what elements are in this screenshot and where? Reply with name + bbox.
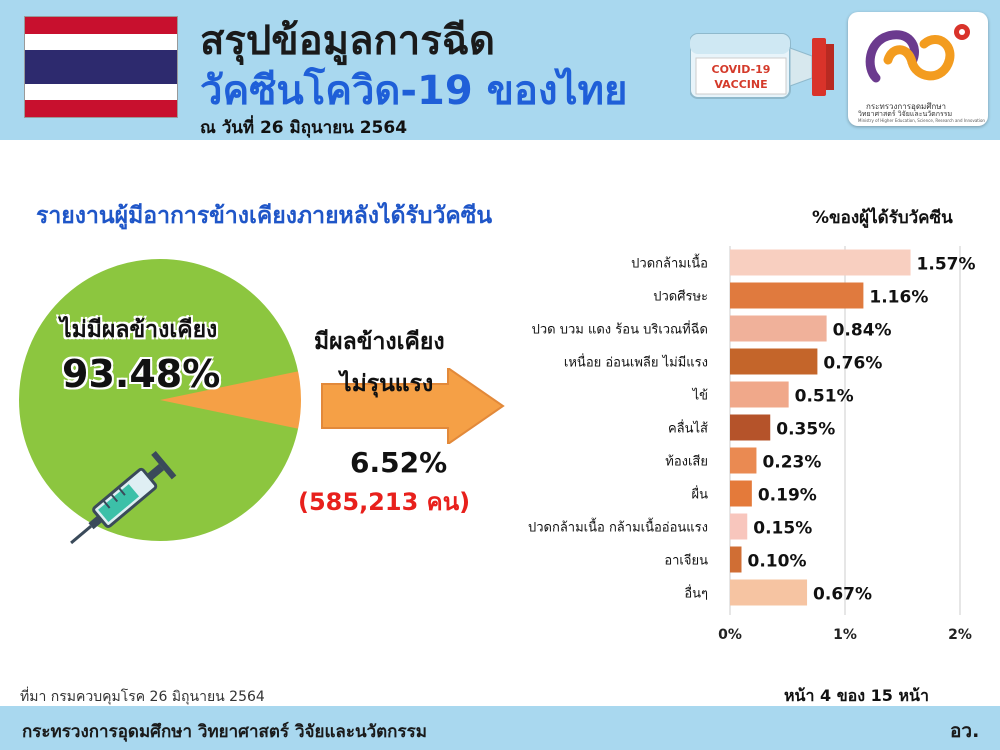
- value-label: 0.67%: [813, 585, 872, 605]
- x-tick-label: 1%: [833, 627, 857, 643]
- mhesi-logo-icon: [865, 24, 970, 83]
- bar: [730, 513, 748, 540]
- category-label: อื่นๆ: [684, 585, 708, 602]
- bar: [730, 282, 864, 309]
- bar: [730, 447, 757, 474]
- value-label: 0.35%: [776, 420, 835, 440]
- mild-side-effect-count: (585,213 คน): [298, 488, 471, 516]
- category-label: ปวดกล้ามเนื้อ กล้ามเนื้ออ่อนแรง: [528, 518, 708, 536]
- arrow-icon: [321, 368, 505, 444]
- page-indicator: หน้า 4 ของ 15 หน้า: [784, 686, 929, 705]
- header-banner: สรุปข้อมูลการฉีด วัคซีนโควิด-19 ของไทย ณ…: [0, 0, 1000, 140]
- no-side-effect-value: 93.48%: [62, 352, 221, 396]
- category-label: เหนื่อย อ่อนเพลีย ไม่มีแรง: [564, 354, 708, 371]
- value-label: 0.15%: [753, 519, 812, 539]
- value-label: 0.23%: [762, 453, 821, 473]
- mild-side-effect-sublabel: ไม่รุนแรง: [340, 371, 434, 397]
- source-note: ที่มา กรมควบคุมโรค 26 มิถุนายน 2564: [20, 689, 265, 705]
- x-tick-label: 2%: [948, 627, 972, 643]
- chart-title: %ของผู้ได้รับวัคซีน: [812, 208, 953, 228]
- mild-side-effect-percent: 6.52%: [350, 446, 448, 479]
- bar: [730, 315, 827, 342]
- footer-organization: กระทรวงการอุดมศึกษา วิทยาศาสตร์ วิจัยและ…: [22, 722, 427, 742]
- value-label: 0.10%: [748, 552, 807, 572]
- category-label: ปวดกล้ามเนื้อ: [631, 254, 708, 272]
- bar: [730, 480, 752, 507]
- value-label: 1.57%: [917, 255, 976, 275]
- value-label: 0.19%: [758, 486, 817, 506]
- category-label: ปวด บวม แดง ร้อน บริเวณที่ฉีด: [532, 321, 708, 338]
- vial-label-1: COVID-19: [712, 63, 771, 76]
- vaccine-vial-icon: COVID-19 VACCINE: [690, 33, 834, 99]
- logo-text-line-1: กระทรวงการอุดมศึกษา: [866, 102, 946, 111]
- syringe-icon: [70, 450, 177, 545]
- bar: [730, 348, 818, 375]
- value-label: 1.16%: [869, 288, 928, 308]
- mild-side-effect-label: มีผลข้างเคียง: [314, 329, 445, 355]
- x-tick-label: 0%: [718, 627, 742, 643]
- bar: [730, 546, 742, 573]
- bar: [730, 249, 911, 276]
- thai-flag-icon: [24, 16, 178, 118]
- category-label: คลื่นไส้: [668, 420, 708, 437]
- bar: [730, 381, 789, 408]
- title-line-1: สรุปข้อมูลการฉีด: [200, 18, 495, 64]
- side-effect-pie-chart: [17, 257, 303, 543]
- category-label: ท้องเสีย: [665, 454, 708, 470]
- report-date: ณ วันที่ 26 มิถุนายน 2564: [200, 118, 408, 138]
- footer-abbreviation: อว.: [950, 720, 980, 742]
- category-label: ผื่น: [691, 486, 708, 503]
- category-label: ปวดศีรษะ: [653, 289, 708, 305]
- side-effect-bar-chart: 0% 1% 2% ปวดกล้ามเนื้อ 1.57% ปวดศีรษะ 1.16% ปวด…: [528, 246, 976, 643]
- footer-bar: กระทรวงการอุดมศึกษา วิทยาศาสตร์ วิจัยและ…: [0, 706, 1000, 750]
- value-label: 0.51%: [795, 387, 854, 407]
- bar: [730, 414, 771, 441]
- report-subtitle: รายงานผู้มีอาการข้างเคียงภายหลังได้รับวั…: [36, 203, 493, 229]
- category-label: อาเจียน: [664, 553, 708, 569]
- logo-text-line-3: Ministry of Higher Education, Science, R…: [858, 118, 985, 123]
- bar: [730, 579, 808, 606]
- category-label: ไข้: [692, 388, 708, 404]
- no-side-effect-label: ไม่มีผลข้างเคียง: [60, 317, 218, 343]
- pie-slice-mild-side-effect: [160, 371, 302, 429]
- ministry-logo: กระทรวงการอุดมศึกษา วิทยาศาสตร์ วิจัยและ…: [848, 12, 988, 126]
- value-label: 0.76%: [823, 354, 882, 374]
- value-label: 0.84%: [833, 321, 892, 341]
- logo-text-line-2: วิทยาศาสตร์ วิจัยและนวัตกรรม: [858, 110, 953, 118]
- vial-label-2: VACCINE: [714, 78, 767, 91]
- title-line-2: วัคซีนโควิด-19 ของไทย: [200, 68, 628, 114]
